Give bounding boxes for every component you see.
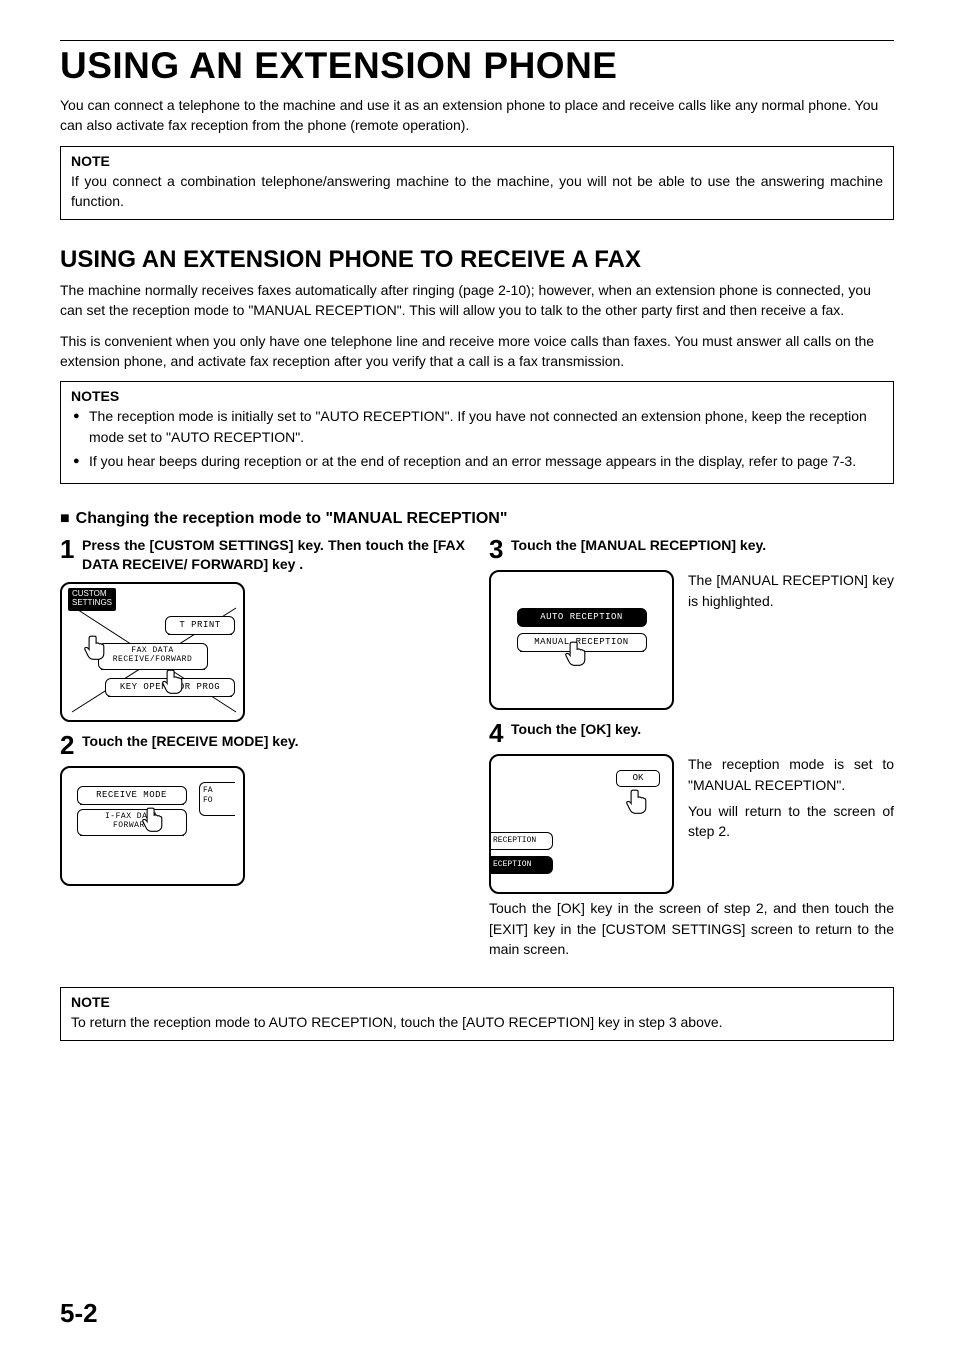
softkey-manual-reception: MANUAL RECEPTION xyxy=(517,633,647,652)
subsection-heading-text: Changing the reception mode to "MANUAL R… xyxy=(76,510,508,527)
screen-manual-reception: AUTO RECEPTION MANUAL RECEPTION xyxy=(489,570,674,710)
softkey-ifax-forward: I-FAX DATA FORWARD xyxy=(77,809,187,836)
notes-box-2: NOTES The reception mode is initially se… xyxy=(60,381,894,484)
softkey-print: T PRINT xyxy=(165,616,235,635)
screen-custom-settings: CUSTOM SETTINGS T PRINT FAX DATA RECEIVE… xyxy=(60,582,245,722)
step-title: Touch the [OK] key. xyxy=(511,720,894,739)
softkey-key-operator: KEY OPERATOR PROG xyxy=(105,678,235,697)
note-box-1: NOTE If you connect a combination teleph… xyxy=(60,146,894,221)
step-2: 2 Touch the [RECEIVE MODE] key. RECEIVE … xyxy=(60,732,465,886)
step-desc-text: The [MANUAL RECEPTION] key is highlighte… xyxy=(688,570,894,611)
softkey-ok: OK xyxy=(616,770,660,787)
step-desc-text: You will return to the screen of step 2. xyxy=(688,801,894,842)
step-1: 1 Press the [CUSTOM SETTINGS] key. Then … xyxy=(60,536,465,722)
square-bullet-icon: ■ xyxy=(60,510,70,527)
notes-title: NOTES xyxy=(71,388,883,404)
intro-paragraph: You can connect a telephone to the machi… xyxy=(60,95,894,136)
softkey-fragment: RECEPTION xyxy=(491,832,553,850)
step-3: 3 Touch the [MANUAL RECEPTION] key. AUTO… xyxy=(489,536,894,710)
softkey-fragment-highlight: ECEPTION xyxy=(491,856,553,874)
notes-item: The reception mode is initially set to "… xyxy=(73,406,883,447)
softkey-fax-data: FAX DATA RECEIVE/FORWARD xyxy=(98,643,208,670)
hand-pointer-icon xyxy=(622,786,650,814)
note-body: To return the reception mode to AUTO REC… xyxy=(71,1012,883,1032)
section-heading: USING AN EXTENSION PHONE TO RECEIVE A FA… xyxy=(60,246,894,274)
section-para-1: The machine normally receives faxes auto… xyxy=(60,280,894,321)
note-box-3: NOTE To return the reception mode to AUT… xyxy=(60,987,894,1041)
screen-receive-mode: RECEIVE MODE I-FAX DATA FORWARD FA FO xyxy=(60,766,245,886)
step-number: 4 xyxy=(489,720,511,746)
subsection-heading: ■ Changing the reception mode to "MANUAL … xyxy=(60,510,894,528)
note-body: If you connect a combination telephone/a… xyxy=(71,171,883,212)
step-number: 3 xyxy=(489,536,511,562)
step-description: The reception mode is set to "MANUAL REC… xyxy=(688,754,894,894)
custom-settings-chip: CUSTOM SETTINGS xyxy=(68,588,116,611)
screen-ok: OK RECEPTION ECEPTION xyxy=(489,754,674,894)
softkey-fragment: FA FO xyxy=(199,782,235,816)
step-title: Press the [CUSTOM SETTINGS] key. Then to… xyxy=(82,536,465,574)
step-number: 1 xyxy=(60,536,82,562)
softkey-auto-reception: AUTO RECEPTION xyxy=(517,608,647,627)
step-description: The [MANUAL RECEPTION] key is highlighte… xyxy=(688,570,894,710)
note-title: NOTE xyxy=(71,153,883,169)
step-desc-text: The reception mode is set to "MANUAL REC… xyxy=(688,754,894,795)
step-4: 4 Touch the [OK] key. OK RECEPTION ECEPT… xyxy=(489,720,894,959)
notes-item: If you hear beeps during reception or at… xyxy=(73,451,883,471)
top-rule xyxy=(60,40,894,41)
step-title: Touch the [RECEIVE MODE] key. xyxy=(82,732,465,751)
step-desc-text-wide: Touch the [OK] key in the screen of step… xyxy=(489,898,894,959)
note-title: NOTE xyxy=(71,994,883,1010)
softkey-receive-mode: RECEIVE MODE xyxy=(77,786,187,805)
step-number: 2 xyxy=(60,732,82,758)
page-number: 5-2 xyxy=(60,1298,98,1329)
page-title: USING AN EXTENSION PHONE xyxy=(60,45,894,87)
step-title: Touch the [MANUAL RECEPTION] key. xyxy=(511,536,894,555)
section-para-2: This is convenient when you only have on… xyxy=(60,331,894,372)
